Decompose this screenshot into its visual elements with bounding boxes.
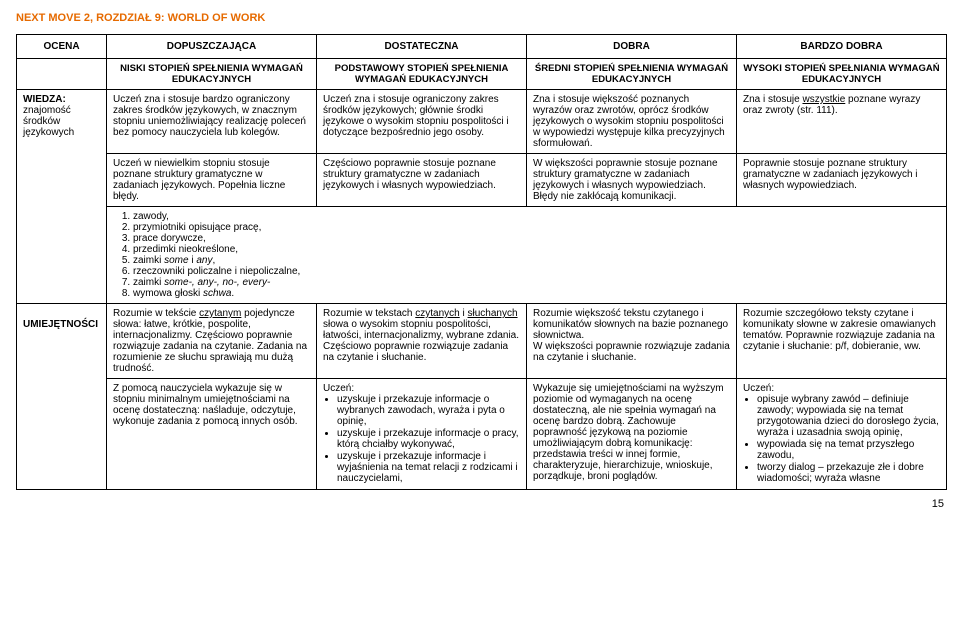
- umr1c1u: czytanym: [199, 308, 241, 319]
- level-col-2: PODSTAWOWY STOPIEŃ SPEŁNIENIA WYMAGAŃ ED…: [317, 59, 527, 90]
- umr1c2a: Rozumie w tekstach: [323, 308, 415, 319]
- list-item: uzyskuje i przekazuje informacje o wybra…: [337, 394, 520, 427]
- page-number: 15: [16, 498, 944, 510]
- um-r1-c1: Rozumie w tekście czytanym pojedyncze sł…: [107, 304, 317, 379]
- list-item: zaimki some i any,: [133, 255, 940, 266]
- criteria-table: OCENA DOPUSZCZAJĄCA DOSTATECZNA DOBRA BA…: [16, 34, 947, 490]
- grade-label: OCENA: [17, 35, 107, 59]
- wiedza-r1-c3: Zna i stosuje większość poznanych wyrazó…: [527, 90, 737, 154]
- wiedza-r2-c4: Poprawnie stosuje poznane struktury gram…: [737, 154, 947, 207]
- umr1c2u2: słuchanych: [468, 308, 518, 319]
- wiedza-r1-c2: Uczeń zna i stosuje ograniczony zakres ś…: [317, 90, 527, 154]
- li8a: wymowa głoski: [133, 288, 203, 299]
- grade-col-2: DOSTATECZNA: [317, 35, 527, 59]
- um-r2-c4-label: Uczeń:: [743, 383, 774, 394]
- li5em2: any: [196, 255, 212, 266]
- list-item: prace dorywcze,: [133, 233, 940, 244]
- wiedza-label: WIEDZA:: [23, 94, 66, 105]
- umr1c2u1: czytanych: [415, 308, 459, 319]
- li8em: schwa: [203, 288, 231, 299]
- grade-col-3: DOBRA: [527, 35, 737, 59]
- level-col-3: ŚREDNI STOPIEŃ SPEŁNIENIA WYMAGAŃ EDUKAC…: [527, 59, 737, 90]
- um-r2-c1: Z pomocą nauczyciela wykazuje się w stop…: [107, 379, 317, 490]
- list-item: wypowiada się na temat przyszłego zawodu…: [757, 439, 940, 461]
- wiedza-r1-c1: Uczeń zna i stosuje bardzo ograniczony z…: [107, 90, 317, 154]
- um-r2-c4-list: opisuje wybrany zawód – definiuje zawody…: [743, 394, 940, 484]
- um-label: UMIEJĘTNOŚCI: [23, 319, 98, 330]
- umr1c1a: Rozumie w tekście: [113, 308, 199, 319]
- um-label-cell: UMIEJĘTNOŚCI: [17, 304, 107, 490]
- umr1c2b: i: [460, 308, 468, 319]
- grade-col-1: DOPUSZCZAJĄCA: [107, 35, 317, 59]
- li7a: zaimki: [133, 277, 164, 288]
- empty-cell: [17, 59, 107, 90]
- wiedza-label-cell: WIEDZA: znajomość środków językowych: [17, 90, 107, 304]
- list-item: zaimki some-, any-, no-, every-: [133, 277, 940, 288]
- um-r2-c2-list: uzyskuje i przekazuje informacje o wybra…: [323, 394, 520, 484]
- list-item: przedimki nieokreślone,: [133, 244, 940, 255]
- chapter-title: NEXT MOVE 2, ROZDZIAŁ 9: WORLD OF WORK: [16, 12, 944, 24]
- um-r1-c2: Rozumie w tekstach czytanych i słuchanyc…: [317, 304, 527, 379]
- um-r2-c2-label: Uczeń:: [323, 383, 354, 394]
- level-col-1: NISKI STOPIEŃ SPEŁNIENIA WYMAGAŃ EDUKACY…: [107, 59, 317, 90]
- li5em: some: [164, 255, 188, 266]
- wiedza-list-cell: zawody, przymiotniki opisujące pracę, pr…: [107, 207, 947, 304]
- um-r1-c4: Rozumie szczegółowo teksty czytane i kom…: [737, 304, 947, 379]
- li5c: ,: [212, 255, 215, 266]
- wiedza-r1-c4: Zna i stosuje wszystkie poznane wyrazy o…: [737, 90, 947, 154]
- li5a: zaimki: [133, 255, 164, 266]
- um-r1-c3: Rozumie większość tekstu czytanego i kom…: [527, 304, 737, 379]
- wiedza-r2-c3: W większości poprawnie stosuje poznane s…: [527, 154, 737, 207]
- topic-list: zawody, przymiotniki opisujące pracę, pr…: [113, 211, 940, 299]
- wiedza-sublabel: znajomość środków językowych: [23, 105, 74, 138]
- list-item: tworzy dialog – przekazuje złe i dobre w…: [757, 462, 940, 484]
- um-r2-c4: Uczeń: opisuje wybrany zawód – definiuje…: [737, 379, 947, 490]
- wiedza-r1-c4u: wszystkie: [802, 94, 845, 105]
- list-item: przymiotniki opisujące pracę,: [133, 222, 940, 233]
- list-item: zawody,: [133, 211, 940, 222]
- grade-col-4: BARDZO DOBRA: [737, 35, 947, 59]
- wiedza-r1-c4a: Zna i stosuje: [743, 94, 802, 105]
- list-item: opisuje wybrany zawód – definiuje zawody…: [757, 394, 940, 438]
- wiedza-r2-c1: Uczeń w niewielkim stopniu stosuje pozna…: [107, 154, 317, 207]
- list-item: uzyskuje i przekazuje informacje i wyjaś…: [337, 451, 520, 484]
- umr1c2c: słowa o wysokim stopniu pospolitości, ła…: [323, 319, 519, 363]
- li8b: .: [231, 288, 234, 299]
- um-r2-c3: Wykazuje się umiejętnościami na wyższym …: [527, 379, 737, 490]
- list-item: rzeczowniki policzalne i niepoliczalne,: [133, 266, 940, 277]
- um-r2-c2: Uczeń: uzyskuje i przekazuje informacje …: [317, 379, 527, 490]
- li7em: some-, any-, no-, every-: [164, 277, 270, 288]
- level-col-4: WYSOKI STOPIEŃ SPEŁNIANIA WYMAGAŃ EDUKAC…: [737, 59, 947, 90]
- wiedza-r2-c2: Częściowo poprawnie stosuje poznane stru…: [317, 154, 527, 207]
- list-item: wymowa głoski schwa.: [133, 288, 940, 299]
- list-item: uzyskuje i przekazuje informacje o pracy…: [337, 428, 520, 450]
